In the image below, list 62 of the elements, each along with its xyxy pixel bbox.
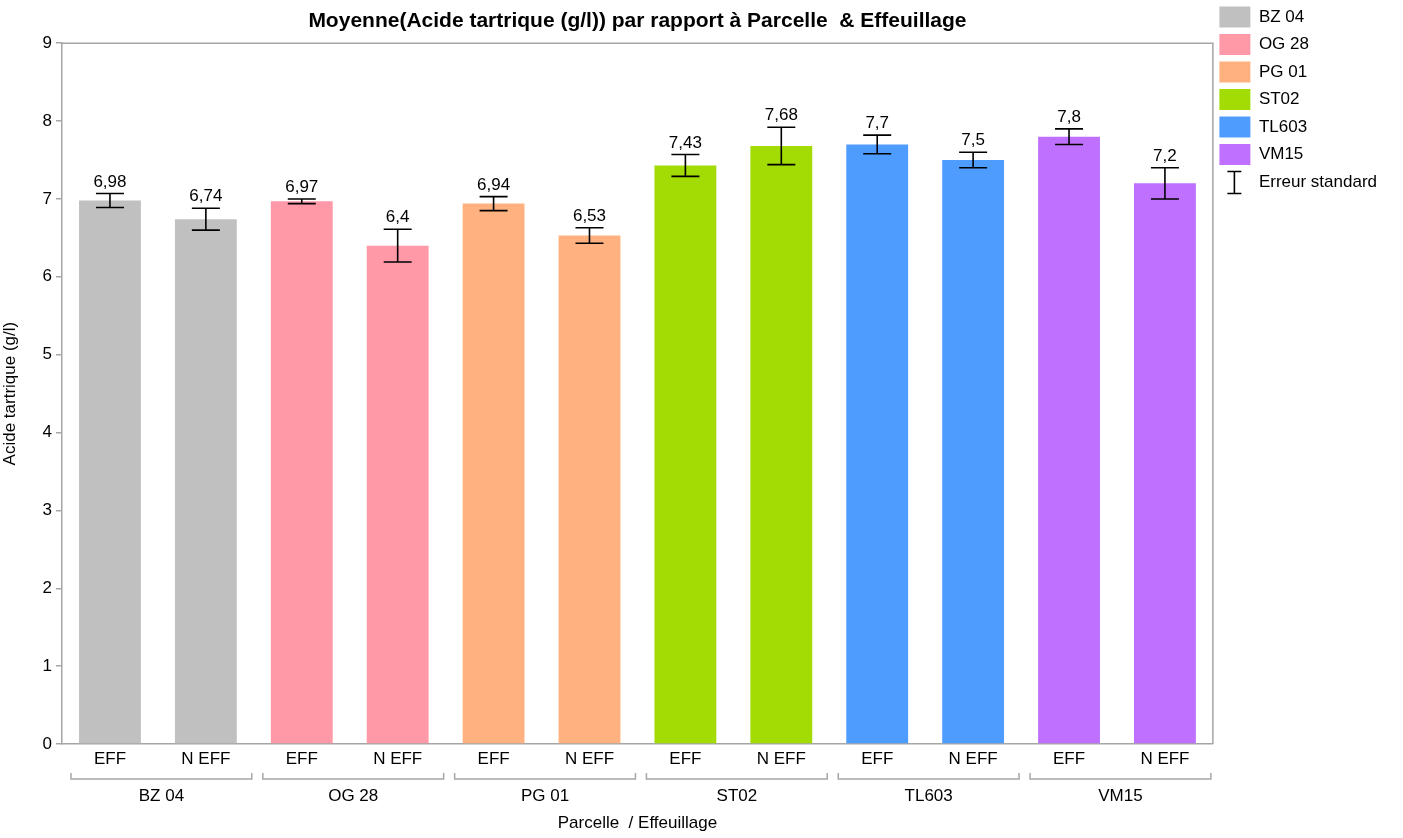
y-tick-label: 2 (42, 577, 52, 597)
y-tick-label: 8 (42, 110, 52, 130)
y-axis-title: Acide tartrique (g/l) (0, 321, 19, 466)
x-tick-label: EFF (93, 748, 127, 768)
text: OG 28 (328, 785, 379, 805)
x-tick-label: N EFF (756, 748, 806, 768)
x-tick-label: EFF (1052, 748, 1086, 768)
data-label: 6,98 (93, 171, 127, 191)
data-label: 6,53 (572, 205, 607, 225)
text: ST02 (716, 785, 758, 805)
bar (654, 165, 717, 744)
x-tick-label: N EFF (181, 748, 231, 768)
y-tick-label: 7 (42, 188, 52, 208)
bar (558, 235, 621, 744)
bar (1038, 136, 1100, 744)
data-label: 7,8 (1057, 107, 1081, 127)
text: BZ 04 (138, 785, 185, 805)
y-tick-label: 0 (42, 733, 52, 753)
legend-label: PG 01 (1258, 61, 1308, 81)
bar (270, 201, 333, 744)
bar (846, 144, 909, 744)
bar (79, 200, 141, 744)
y-tick-label: 6 (42, 266, 52, 286)
text: VM15 (1098, 785, 1143, 805)
data-label: 7,7 (865, 113, 890, 133)
data-label: 6,94 (477, 174, 511, 194)
legend-label: VM15 (1258, 144, 1304, 164)
data-label: 6,97 (285, 177, 319, 197)
data-label: 7,68 (764, 105, 798, 125)
data-label: 6,4 (385, 207, 410, 227)
bar (1134, 183, 1196, 744)
y-tick-label: 9 (42, 32, 52, 52)
data-label: 7,5 (961, 130, 985, 150)
y-tick-label: 4 (42, 422, 52, 442)
data-label: 7,2 (1153, 145, 1177, 165)
x-tick-label: EFF (861, 748, 894, 768)
y-tick-label: 5 (42, 344, 52, 364)
bar (462, 203, 525, 744)
legend-label: TL603 (1258, 116, 1308, 136)
text: PG 01 (520, 785, 570, 805)
x-tick-label: N EFF (948, 748, 998, 768)
legend-label: BZ 04 (1258, 6, 1305, 26)
data-label: 7,43 (668, 132, 702, 152)
x-tick-label: N EFF (564, 748, 615, 768)
legend-label: OG 28 (1258, 34, 1309, 54)
x-tick-label: EFF (669, 748, 702, 768)
x-tick-label: EFF (285, 748, 318, 768)
data-label: 6,74 (189, 186, 223, 206)
bar (366, 245, 429, 744)
bar (942, 160, 1005, 744)
x-tick-label: N EFF (373, 748, 423, 768)
text: TL603 (904, 785, 953, 805)
y-tick-label: 3 (42, 500, 52, 520)
x-tick-label: EFF (477, 748, 510, 768)
bar (174, 219, 237, 744)
text: Erreur standard (1258, 171, 1378, 191)
bar (750, 145, 813, 744)
y-tick-label: 1 (42, 655, 52, 675)
x-axis-title: Parcelle / Effeuillage (557, 813, 718, 833)
chart-title: Moyenne(Acide tartrique (g/l)) par rapport à Parcelle & Effeuillage (308, 8, 967, 32)
x-tick-label: N EFF (1140, 748, 1190, 768)
legend-label: ST02 (1258, 89, 1300, 109)
